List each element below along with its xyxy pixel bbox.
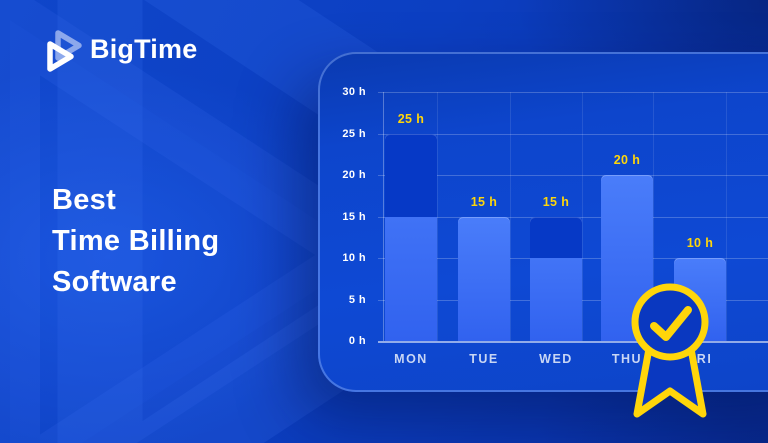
- gridline: [378, 92, 768, 93]
- bar-mon: [385, 133, 437, 341]
- x-axis-label: MON: [394, 352, 428, 366]
- y-tick-label: 5 h: [348, 293, 366, 306]
- bar-dark-segment: [385, 133, 437, 217]
- bar-dark-segment: [530, 216, 582, 258]
- bar-value-label: 15 h: [470, 194, 498, 209]
- brand-name: BigTime: [90, 33, 198, 64]
- bigtime-play-b-icon: [47, 30, 82, 72]
- y-tick-label: 25 h: [342, 127, 366, 140]
- gridline: [378, 133, 768, 135]
- column-gridline: [726, 92, 727, 341]
- column-gridline: [582, 92, 583, 341]
- page-title: Best Time Billing Software: [52, 180, 219, 303]
- headline-line-2: Time Billing: [52, 225, 220, 257]
- headline-line-3: Software: [52, 266, 177, 298]
- y-tick-label: 30 h: [342, 86, 366, 98]
- y-tick-label: 15 h: [342, 210, 366, 223]
- x-axis-label: TUE: [469, 352, 499, 366]
- checkmark-icon: [650, 306, 692, 341]
- award-badge: [631, 283, 709, 418]
- bigtime-logo: BigTime: [42, 24, 197, 74]
- badge-circle: [631, 283, 709, 361]
- y-tick-label: 0 h: [348, 335, 366, 347]
- bar-value-label: 20 h: [613, 153, 641, 167]
- headline-line-1: Best: [52, 184, 117, 216]
- x-axis-label: WED: [539, 352, 573, 366]
- bar-value-label: 25 h: [397, 111, 425, 126]
- gridline: [378, 175, 768, 176]
- bar-value-label: 15 h: [542, 194, 570, 209]
- column-gridline: [653, 92, 654, 341]
- column-gridline: [510, 92, 511, 341]
- y-axis-line: [383, 92, 384, 341]
- x-axis-label: THU: [611, 352, 643, 366]
- bar-chart: 30 h 25 h 20 h 15 h 10 h 5 h 0 h 25 h MON 15 h TUE…: [318, 52, 768, 392]
- bar-wed: [530, 216, 582, 341]
- bar-tue: [458, 216, 510, 341]
- y-tick-label: 10 h: [342, 252, 366, 264]
- y-tick-label: 20 h: [342, 169, 366, 181]
- column-gridline: [437, 92, 438, 341]
- bar-value-label: 10 h: [686, 236, 714, 250]
- gridline: [378, 341, 768, 343]
- chart-panel: 30 h 25 h 20 h 15 h 10 h 5 h 0 h 25 h MON 15 h TUE…: [318, 52, 768, 392]
